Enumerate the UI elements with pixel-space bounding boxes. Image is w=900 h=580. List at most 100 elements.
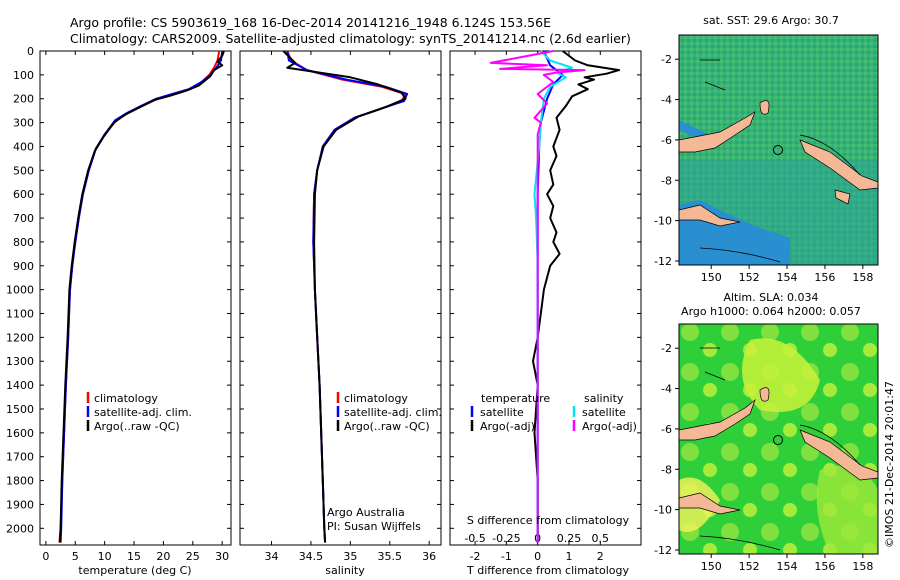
map-x-tick-label: 156	[814, 271, 835, 284]
sst-map-title: sat. SST: 29.6 Argo: 30.7	[703, 14, 839, 27]
legend-climatology: climatology	[344, 392, 408, 405]
sst-map	[678, 34, 879, 266]
header-line2: Climatology: CARS2009. Satellite-adjuste…	[70, 31, 631, 46]
depth-tick-label: 700	[13, 212, 34, 225]
x-tick-label-top: 0.5	[592, 532, 610, 545]
series-line-satellite	[286, 50, 409, 543]
x-tick-label-top: -0.5	[464, 532, 485, 545]
difference-xlabel-top: S difference from climatology	[467, 514, 630, 527]
difference-plot: -2 -1 0 1 2-0.5 -0.25 0 0.25 0.5	[464, 50, 621, 563]
series-line-argo	[282, 50, 407, 543]
depth-tick-label: 1200	[6, 331, 34, 344]
map-y-tick-label: -6	[661, 134, 672, 147]
map-y-tick-label: -8	[661, 463, 672, 476]
map-x-tick-label: 158	[852, 271, 873, 284]
depth-tick-label: 1400	[6, 379, 34, 392]
temperature-plot: 0 5 10 15 20 25 30	[42, 50, 229, 563]
sla-map-title-1: Altim. SLA: 0.034	[723, 291, 818, 304]
salinity-panel	[239, 50, 442, 546]
x-tick-label: 10	[98, 550, 112, 563]
series-line-satellite	[59, 50, 224, 543]
series-line-temperature-argo	[532, 50, 621, 543]
x-tick-label: 35.5	[378, 550, 403, 563]
x-tick-label: 5	[72, 550, 79, 563]
map-x-tick-label: 150	[701, 271, 722, 284]
x-tick-label: 0	[42, 550, 49, 563]
x-tick-label: 25	[186, 550, 200, 563]
map-y-tick-label: -12	[654, 255, 672, 268]
depth-tick-label: 300	[13, 117, 34, 130]
x-tick-label: 30	[215, 550, 229, 563]
x-tick-label: 2	[597, 550, 604, 563]
map-y-tick-label: -2	[661, 53, 672, 66]
map-x-tick-label: 154	[777, 560, 798, 573]
argo-location-marker	[773, 145, 783, 155]
depth-axis: 0 100 200 300 400 500 600 700 800 900 1000 1100 1200…	[6, 45, 641, 535]
series-line-salinity-satellite	[533, 50, 574, 543]
x-tick-label: 34	[265, 550, 279, 563]
legend-satellite: satellite-adj. clim.	[94, 406, 192, 419]
map-y-tick-label: -4	[661, 94, 672, 107]
depth-tick-label: 800	[13, 236, 34, 249]
temperature-xlabel: temperature (deg C)	[78, 564, 191, 577]
map-y-tick-label: -6	[661, 423, 672, 436]
x-tick-label: -1	[501, 550, 512, 563]
sst-map-axes: 150 152 154 156 158 -2 -4 -6 -8 -10 -12	[654, 53, 873, 284]
depth-tick-label: 1100	[6, 308, 34, 321]
x-tick-label: 35	[343, 550, 357, 563]
depth-tick-label: 1700	[6, 451, 34, 464]
legend-s-satellite: satellite	[582, 406, 626, 419]
argo-location-marker	[773, 435, 783, 445]
legend-argo: Argo(..raw -QC)	[344, 420, 430, 433]
depth-tick-label: 2000	[6, 522, 34, 535]
x-tick-label: 15	[127, 550, 141, 563]
map-y-tick-label: -10	[654, 504, 672, 517]
depth-tick-label: 1800	[6, 475, 34, 488]
x-tick-label: 1	[565, 550, 572, 563]
map-x-tick-label: 154	[777, 271, 798, 284]
difference-xlabel: T difference from climatology	[466, 564, 629, 577]
x-tick-label: 36	[422, 550, 436, 563]
map-y-tick-label: -12	[654, 544, 672, 557]
temperature-panel	[39, 50, 232, 546]
depth-tick-label: 0	[27, 45, 34, 58]
map-y-tick-label: -10	[654, 215, 672, 228]
salinity-plot: 34 34.5 35 35.5 36	[265, 50, 436, 563]
series-line-argo	[59, 50, 225, 543]
depth-tick-label: 900	[13, 260, 34, 273]
sla-map-axes: 150 152 154 156 158 -2 -4 -6 -8 -10 -12	[654, 342, 873, 573]
salinity-xlabel: salinity	[325, 564, 365, 577]
legend-s-argo: Argo(-adj)	[582, 420, 637, 433]
legend-argo: Argo(..raw -QC)	[94, 420, 180, 433]
series-line-climatology	[58, 50, 221, 543]
depth-tick-label: 400	[13, 140, 34, 153]
map-x-tick-label: 156	[814, 560, 835, 573]
series-line-salinity-argo	[489, 50, 586, 543]
map-y-tick-label: -4	[661, 383, 672, 396]
difference-panel	[449, 50, 642, 546]
legend-t-argo: Argo(-adj)	[480, 420, 535, 433]
sla-map-title-2: Argo h1000: 0.064 h2000: 0.057	[681, 305, 861, 318]
depth-tick-label: 100	[13, 69, 34, 82]
x-tick-label: -2	[470, 550, 481, 563]
legend-title-temperature: temperature	[481, 392, 550, 405]
legend-satellite: satellite-adj. clim.	[344, 406, 442, 419]
depth-tick-label: 1600	[6, 427, 34, 440]
map-x-tick-label: 150	[701, 560, 722, 573]
legend-climatology: climatology	[94, 392, 158, 405]
depth-tick-label: 1500	[6, 403, 34, 416]
x-tick-label: 0	[534, 550, 541, 563]
depth-tick-label: 1900	[6, 498, 34, 511]
legend-title-salinity: salinity	[584, 392, 624, 405]
header-line1: Argo profile: CS 5903619_168 16-Dec-2014…	[70, 15, 551, 30]
x-tick-label: 20	[156, 550, 170, 563]
map-x-tick-label: 158	[852, 560, 873, 573]
legend-t-satellite: satellite	[480, 406, 524, 419]
x-tick-label-top: -0.25	[492, 532, 520, 545]
depth-tick-label: 600	[13, 188, 34, 201]
annotation-pi: PI: Susan Wijffels	[327, 520, 421, 533]
depth-tick-label: 1300	[6, 355, 34, 368]
map-y-tick-label: -8	[661, 174, 672, 187]
depth-tick-label: 200	[13, 93, 34, 106]
